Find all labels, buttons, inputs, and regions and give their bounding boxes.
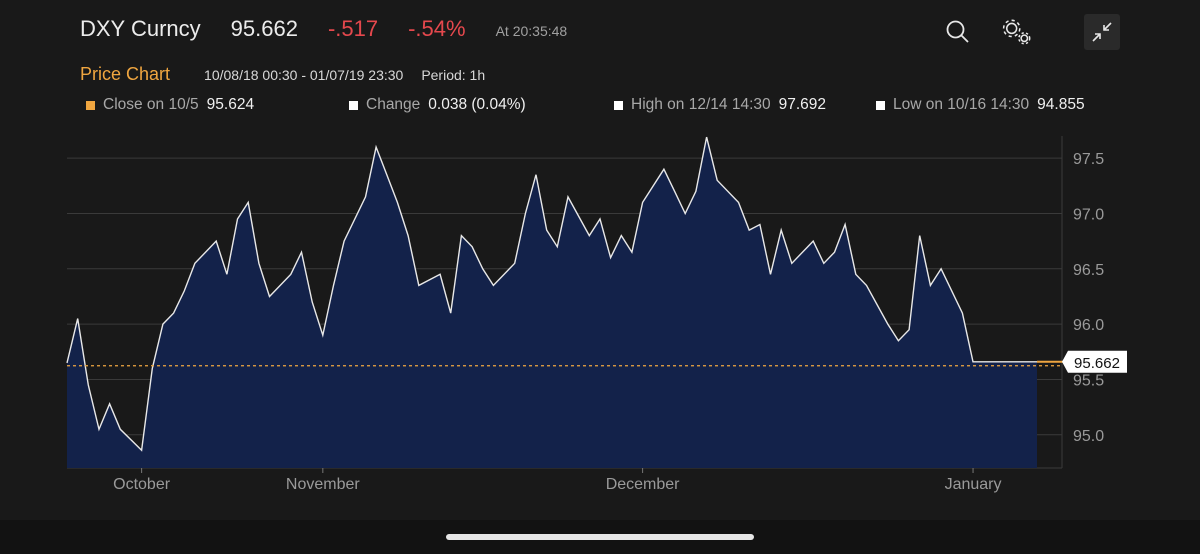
stat-change: Change 0.038 (0.04%) — [349, 96, 526, 114]
home-indicator[interactable] — [446, 534, 754, 540]
x-tick-label: October — [113, 476, 171, 493]
x-tick-label: November — [286, 476, 360, 493]
period: Period: 1h — [421, 67, 486, 83]
legend-square-orange — [86, 100, 95, 110]
y-tick-label: 96.0 — [1073, 317, 1104, 334]
last-value-label: 95.662 — [1074, 355, 1120, 372]
settings-icon — [1002, 19, 1031, 45]
y-tick-label: 97.0 — [1073, 206, 1104, 223]
legend-square-white — [349, 100, 358, 110]
stat-low-label: Low on 10/16 14:30 — [893, 96, 1030, 113]
price-chart[interactable]: 95.0 95.5 96.0 96.5 97.0 97.5 October November… — [0, 136, 1200, 500]
search-button[interactable] — [940, 14, 976, 50]
y-tick-label: 97.5 — [1073, 151, 1104, 168]
stat-low: Low on 10/16 14:30 94.855 — [876, 96, 1085, 114]
legend-square-white — [876, 100, 885, 110]
x-axis: October November December January — [113, 468, 1002, 493]
y-tick-label: 96.5 — [1073, 262, 1104, 279]
stat-close-label: Close on 10/5 — [103, 96, 199, 113]
stat-high: High on 12/14 14:30 97.692 — [614, 96, 826, 114]
quote-header: DXY Curncy 95.662 -.517 -.54% At 20:35:4… — [80, 16, 567, 50]
price-line — [66, 136, 1037, 452]
collapse-button[interactable] — [1084, 14, 1120, 50]
toolbar — [940, 14, 1200, 54]
legend-square-white — [614, 100, 623, 110]
last-price: 95.662 — [230, 16, 298, 41]
last-value-marker: 95.662 — [1037, 350, 1127, 373]
price-area — [67, 137, 1037, 468]
stats-row: Close on 10/5 95.624 Change 0.038 (0.04%… — [0, 96, 1200, 120]
y-axis: 95.0 95.5 96.0 96.5 97.0 97.5 — [1073, 151, 1104, 445]
price-chart-label[interactable]: Price Chart — [80, 64, 171, 84]
x-tick-label: December — [606, 476, 680, 493]
stat-high-value: 97.692 — [778, 96, 827, 113]
chart-subheader: Price Chart 10/08/18 00:30 - 01/07/19 23… — [80, 64, 485, 85]
stat-change-value: 0.038 (0.04%) — [428, 96, 526, 113]
last-value-box — [1062, 350, 1127, 373]
y-tick-label: 95.0 — [1073, 428, 1104, 445]
x-tick-label: January — [945, 476, 1002, 493]
stat-change-label: Change — [366, 96, 421, 113]
quote-time: At 20:35:48 — [495, 23, 568, 39]
collapse-icon — [1092, 22, 1112, 42]
settings-button[interactable] — [1000, 14, 1036, 50]
search-icon — [946, 20, 969, 43]
net-change: -.517 — [327, 16, 379, 41]
percent-change: -.54% — [408, 16, 466, 41]
stat-low-value: 94.855 — [1037, 96, 1085, 113]
ticker-symbol: DXY Curncy — [80, 16, 201, 41]
date-range: 10/08/18 00:30 - 01/07/19 23:30 — [204, 67, 404, 83]
stat-high-label: High on 12/14 14:30 — [631, 96, 771, 113]
bottom-bar — [0, 520, 1200, 554]
stat-close-value: 95.624 — [206, 96, 255, 113]
stat-close: Close on 10/5 95.624 — [86, 96, 254, 114]
y-tick-label: 95.5 — [1073, 372, 1104, 389]
